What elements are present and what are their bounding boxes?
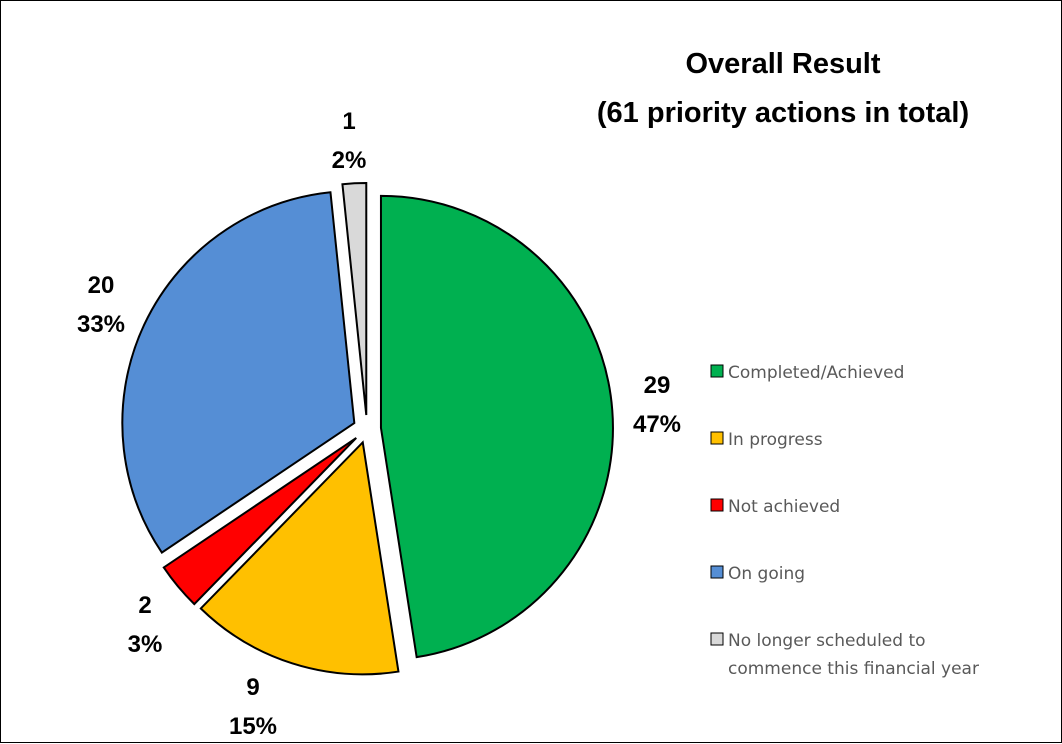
pie-slice-in-progress [199, 440, 400, 676]
data-label-percent: 33% [77, 311, 125, 338]
pie-slice-no-longer-scheduled-to-commence-this-financial-year [341, 182, 368, 416]
legend: Completed/Achieved In progress Not achieve… [710, 363, 979, 679]
data-label-value: 29 [644, 372, 671, 399]
data-label-percent: 15% [229, 713, 277, 740]
data-label-value: 1 [342, 108, 355, 135]
legend-swatch [710, 565, 724, 579]
pie-slice-completed-achieved [379, 194, 614, 659]
data-label-value: 9 [246, 674, 259, 701]
legend-swatch [710, 364, 724, 378]
data-labels: 29 47% 9 15% 2 3% 20 33% 1 2% [77, 108, 681, 740]
legend-swatch [710, 431, 724, 445]
data-label-percent: 2% [332, 147, 367, 174]
pie-slices [121, 182, 614, 676]
legend-swatch [710, 632, 724, 646]
legend-label: On going [728, 564, 805, 584]
legend-label: Completed/Achieved [728, 363, 904, 383]
legend-label: commence this financial year [728, 659, 979, 679]
legend-swatch [710, 498, 724, 512]
pie-slice-on-going [121, 191, 356, 554]
chart-title: Overall Result (61 priority actions in t… [597, 48, 969, 129]
legend-label: In progress [728, 430, 823, 450]
pie-slice-not-achieved [162, 437, 357, 606]
data-label-percent: 3% [128, 631, 163, 658]
legend-label: Not achieved [728, 497, 840, 517]
data-label-value: 2 [138, 592, 151, 619]
chart-title-line-2: (61 priority actions in total) [597, 97, 969, 129]
chart-title-line-1: Overall Result [685, 48, 880, 80]
data-label-percent: 47% [633, 411, 681, 438]
data-label-value: 20 [88, 272, 115, 299]
legend-label: No longer scheduled to [728, 631, 926, 651]
